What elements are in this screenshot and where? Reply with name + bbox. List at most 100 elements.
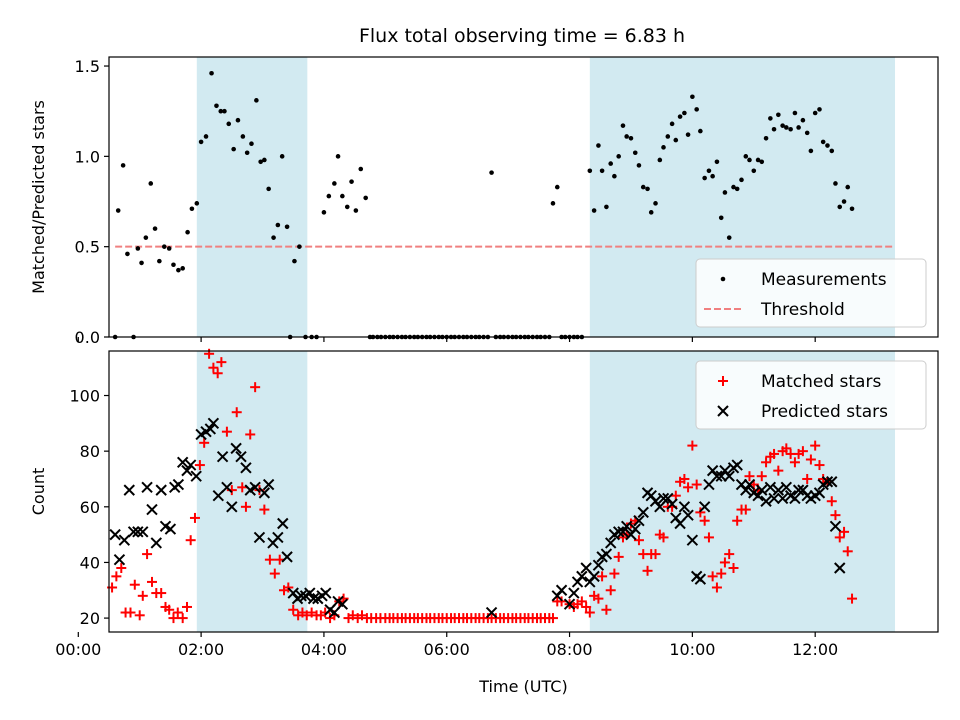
data-point [485,606,498,619]
data-point [207,417,220,430]
data-point [792,110,798,116]
data-point [624,134,629,139]
legend: Measurements Threshold [695,258,927,328]
data-point [326,193,332,199]
data-point [673,137,679,143]
cross-b [678,501,691,513]
data-point [678,501,691,513]
data-point [682,110,687,116]
data-point [839,526,850,537]
data-point [797,446,808,457]
data-point [235,117,241,123]
data-point [113,553,126,566]
data-point [489,170,494,175]
cross-b [204,423,217,435]
data-point [235,451,247,463]
data-point [258,159,263,165]
cross-b [776,492,789,505]
data-point [731,184,736,190]
data-point [216,357,227,368]
cross-b [118,534,131,546]
cross-b [768,492,780,505]
data-point [143,235,149,240]
cross-b [216,451,229,463]
data-point [155,484,167,496]
data-point [127,526,140,538]
data-point [139,260,144,266]
cross-b [711,470,723,482]
cross-b [723,470,735,482]
data-point [842,546,853,557]
data-point [739,177,744,183]
data-point [694,573,707,585]
data-point [744,471,755,482]
cross-b [281,551,293,563]
data-point [747,157,752,163]
cross-b [764,481,777,494]
data-point [358,166,364,172]
data-point [576,596,587,607]
cross-b [617,526,629,538]
data-point [814,460,825,471]
data-point [254,98,259,103]
data-point [792,484,805,496]
data-point [222,108,227,114]
data-point [148,181,154,186]
data-point [189,206,195,212]
data-point [266,186,271,192]
cross-b [698,501,711,513]
data-point [771,126,777,132]
cross-b [277,517,289,530]
data-point [591,208,597,213]
data-point [171,262,176,268]
cross-b [604,537,617,549]
data-point [240,501,251,512]
data-point [834,532,845,543]
data-point [115,208,121,213]
cross-b [207,417,220,430]
legend-entry: Matched stars [718,372,881,392]
data-point [146,503,158,516]
data-point [740,484,752,496]
data-point [597,571,608,582]
data-point [185,229,190,235]
data-point [568,587,580,599]
data-point [833,181,838,186]
data-point [686,534,699,546]
data-point [716,568,727,579]
data-point [166,246,172,251]
data-point [756,484,768,496]
x-tick-label: 06:00 [424,640,470,659]
data-point [150,537,162,549]
y-tick-label: 1.5 [75,57,100,76]
data-point [563,598,576,610]
data-point [249,141,254,147]
data-point [226,121,232,127]
y-tick-label: 40 [80,553,100,572]
data-point [596,143,601,148]
data-point [699,515,710,526]
data-point [250,382,261,393]
cross-b [612,526,625,538]
data-point [773,465,784,476]
data-point [821,476,834,488]
data-point [636,163,642,168]
data-point [691,479,702,490]
data-point [847,593,858,604]
data-point [702,175,707,181]
data-point [698,128,703,134]
data-point [645,186,650,192]
data-point [776,492,789,505]
data-point [796,125,801,130]
data-point [648,210,654,215]
data-point [336,598,349,610]
data-point [216,451,229,463]
data-point [249,481,261,494]
data-point [829,520,842,532]
data-point [756,471,767,482]
data-point [677,114,683,119]
legend-entry: Measurements [720,270,887,290]
cross-b [226,501,238,513]
data-point [723,470,735,482]
data-point [826,496,837,507]
